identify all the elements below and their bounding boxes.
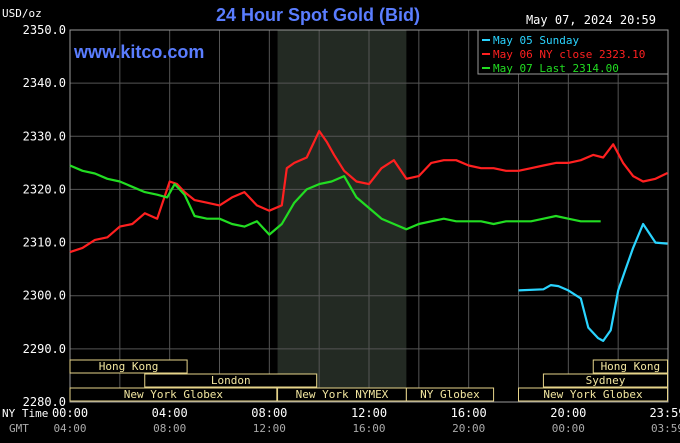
- x-tick-label-ny: 16:00: [451, 406, 487, 420]
- gmt-label: GMT: [9, 422, 29, 435]
- x-tick-label-gmt: 20:00: [452, 422, 485, 435]
- session-label: Hong Kong: [99, 360, 159, 373]
- series-lines: [69, 129, 668, 342]
- x-tick-label-ny: 00:00: [52, 406, 88, 420]
- session-bar: [69, 359, 188, 374]
- x-tick-label-ny: 20:00: [550, 406, 586, 420]
- x-tick-label-gmt: 12:00: [253, 422, 286, 435]
- legend-entry: May 05 Sunday: [493, 34, 579, 47]
- y-tick-label: 2280.0: [23, 395, 66, 409]
- y-tick-label: 2320.0: [23, 182, 66, 196]
- session-label: New York Globex: [124, 388, 224, 401]
- session-label: New York NYMEX: [296, 388, 389, 401]
- x-tick-label-ny: 23:59: [649, 406, 680, 420]
- y-tick-labels: 2280.0 2290.0 2300.0 2310.0 2320.0 2330.0 2340…: [23, 23, 66, 409]
- nymex-shaded-region: [277, 30, 407, 402]
- x-tick-label-gmt: 00:00: [552, 422, 585, 435]
- ny-time-label: NY Time: [2, 407, 48, 420]
- y-tick-label: 2310.0: [23, 236, 66, 250]
- x-tick-label-ny: 04:00: [152, 406, 188, 420]
- x-tick-label-gmt: 08:00: [153, 422, 186, 435]
- x-tick-label-gmt: 04:00: [53, 422, 86, 435]
- series-line: [518, 222, 668, 342]
- session-bar: [405, 387, 495, 402]
- session-bar: [144, 373, 318, 388]
- y-tick-label: 2350.0: [23, 23, 66, 37]
- x-tick-labels: 00:00 04:00 08:00 12:00 16:00 20:00 23:59 04:00…: [52, 406, 680, 435]
- session-bar: [69, 387, 278, 402]
- x-tick-label-ny: 08:00: [251, 406, 287, 420]
- plot-frame: [69, 29, 669, 403]
- session-label: London: [211, 374, 251, 387]
- x-tick-label-gmt: 03:59: [651, 422, 680, 435]
- y-tick-label: 2300.0: [23, 289, 66, 303]
- legend-entry: May 06 NY close 2323.10: [493, 48, 645, 61]
- x-tick-label-gmt: 16:00: [352, 422, 385, 435]
- session-bar: [592, 359, 669, 374]
- watermark: www.kitco.com: [73, 42, 204, 62]
- session-label: NY Globex: [420, 388, 480, 401]
- legend-box: [477, 29, 669, 75]
- legend-entry: May 07 Last 2314.00: [493, 62, 619, 75]
- y-axis-unit-label: USD/oz: [2, 7, 42, 20]
- y-tick-label: 2340.0: [23, 76, 66, 90]
- series-line: [69, 164, 601, 236]
- x-tick-label-ny: 12:00: [351, 406, 387, 420]
- session-label: Sydney: [586, 374, 626, 387]
- chart-title: 24 Hour Spot Gold (Bid): [216, 5, 420, 25]
- session-label: Hong Kong: [601, 360, 661, 373]
- session-label: New York Globex: [543, 388, 643, 401]
- y-tick-label: 2330.0: [23, 129, 66, 143]
- y-tick-label: 2290.0: [23, 342, 66, 356]
- session-bar: [518, 387, 669, 402]
- session-bar: [542, 373, 669, 388]
- chart-date: May 07, 2024 20:59: [526, 13, 656, 27]
